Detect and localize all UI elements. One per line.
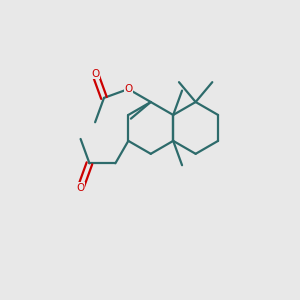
Text: O: O [91, 69, 99, 79]
Text: O: O [76, 183, 85, 193]
Text: O: O [124, 84, 132, 94]
